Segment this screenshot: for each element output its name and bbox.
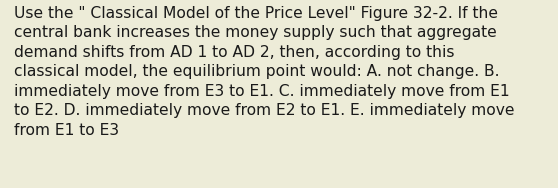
Text: Use the " Classical Model of the Price Level" Figure 32-2. If the
central bank i: Use the " Classical Model of the Price L… bbox=[14, 6, 514, 138]
